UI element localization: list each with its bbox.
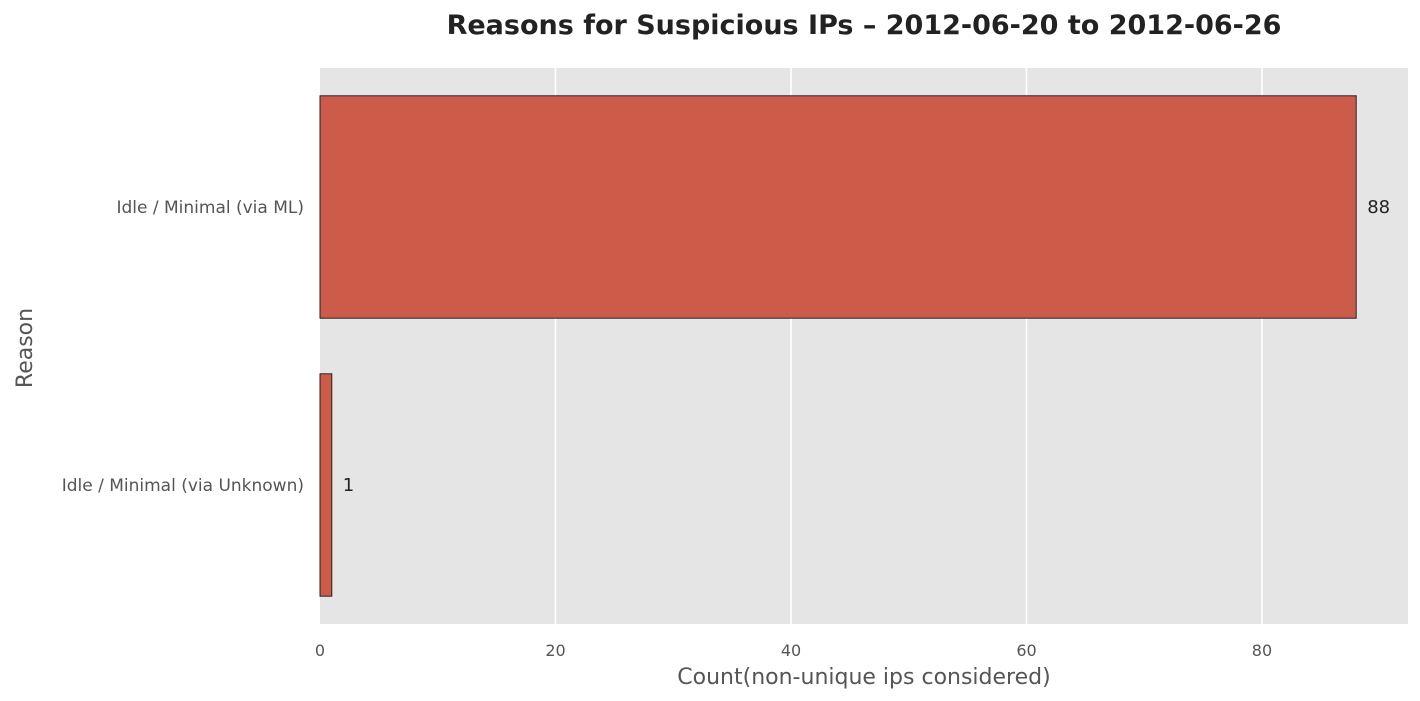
x-axis-ticks: 0 20 40 60 80 [315, 641, 1272, 660]
category-label: Idle / Minimal (via Unknown) [62, 476, 304, 496]
y-axis-label: Reason [13, 308, 38, 388]
category-label: Idle / Minimal (via ML) [116, 198, 304, 218]
x-tick-label: 0 [315, 641, 325, 660]
x-axis-label: Count(non-unique ips considered) [677, 665, 1050, 690]
data-labels: 88 1 [343, 197, 1390, 496]
bars [319, 95, 1357, 597]
y-axis-categories: Idle / Minimal (via ML) Idle / Minimal (v… [62, 198, 304, 496]
x-tick-label: 40 [781, 641, 801, 660]
bar-value-label: 1 [343, 475, 354, 496]
bar [319, 373, 333, 597]
x-tick-label: 60 [1016, 641, 1036, 660]
chart-title: Reasons for Suspicious IPs – 2012-06-20 … [447, 10, 1282, 41]
bar-value-label: 88 [1367, 197, 1390, 218]
x-tick-label: 20 [545, 641, 565, 660]
bar [319, 95, 1357, 319]
x-tick-label: 80 [1252, 641, 1272, 660]
